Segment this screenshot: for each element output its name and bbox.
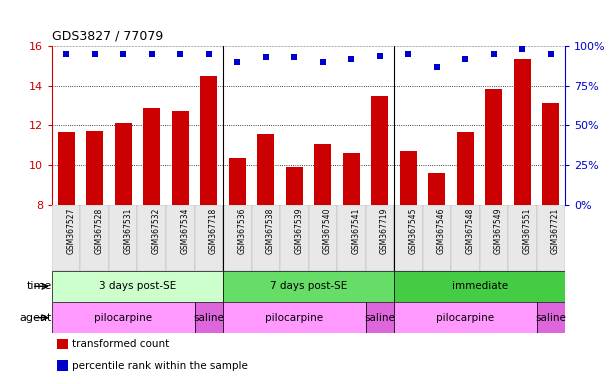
Bar [223, 302, 365, 333]
Bar [343, 153, 360, 205]
Text: immediate: immediate [452, 281, 508, 291]
Text: GSM367539: GSM367539 [295, 208, 303, 254]
Bar [394, 205, 423, 271]
Point [403, 51, 413, 57]
Text: GSM367536: GSM367536 [237, 208, 246, 254]
Bar [172, 111, 189, 205]
Bar [457, 132, 474, 205]
Bar [252, 205, 280, 271]
Bar [81, 205, 109, 271]
Point [318, 59, 327, 65]
Point [90, 51, 100, 57]
Text: GSM367528: GSM367528 [95, 208, 104, 254]
Bar [57, 339, 68, 349]
Bar [314, 144, 331, 205]
Text: GSM367721: GSM367721 [551, 208, 560, 254]
Text: GSM367549: GSM367549 [494, 208, 503, 254]
Text: GSM367527: GSM367527 [66, 208, 75, 254]
Bar [115, 123, 132, 205]
Bar [365, 205, 394, 271]
Bar [57, 132, 75, 205]
Bar [223, 271, 394, 302]
Bar [52, 271, 223, 302]
Bar [365, 302, 394, 333]
Bar [57, 361, 68, 371]
Bar [514, 59, 531, 205]
Text: GSM367551: GSM367551 [522, 208, 532, 254]
Point [175, 51, 185, 57]
Text: pilocarpine: pilocarpine [94, 313, 152, 323]
Bar [485, 89, 502, 205]
Point [346, 56, 356, 62]
Text: GSM367719: GSM367719 [380, 208, 389, 254]
Point [290, 54, 299, 60]
Text: time: time [27, 281, 52, 291]
Bar [400, 151, 417, 205]
Text: saline: saline [364, 313, 395, 323]
Text: agent: agent [20, 313, 52, 323]
Point [261, 54, 271, 60]
Text: GDS3827 / 77079: GDS3827 / 77079 [52, 29, 163, 42]
Text: saline: saline [193, 313, 224, 323]
Bar [423, 205, 451, 271]
Point [489, 51, 499, 57]
Text: GSM367531: GSM367531 [123, 208, 132, 254]
Text: GSM367538: GSM367538 [266, 208, 275, 254]
Point [119, 51, 128, 57]
Text: GSM367545: GSM367545 [408, 208, 417, 254]
Bar [394, 302, 536, 333]
Point [204, 51, 214, 57]
Bar [143, 109, 160, 205]
Bar [543, 103, 560, 205]
Text: GSM367540: GSM367540 [323, 208, 332, 254]
Bar [337, 205, 365, 271]
Bar [223, 205, 252, 271]
Text: GSM367532: GSM367532 [152, 208, 161, 254]
Bar [109, 205, 137, 271]
Text: percentile rank within the sample: percentile rank within the sample [73, 361, 248, 371]
Bar [229, 158, 246, 205]
Bar [309, 205, 337, 271]
Text: 3 days post-SE: 3 days post-SE [99, 281, 176, 291]
Bar [194, 205, 223, 271]
Text: GSM367548: GSM367548 [466, 208, 474, 254]
Text: 7 days post-SE: 7 days post-SE [270, 281, 347, 291]
Bar [200, 76, 218, 205]
Bar [52, 205, 81, 271]
Text: GSM367541: GSM367541 [351, 208, 360, 254]
Bar [86, 131, 103, 205]
Bar [52, 302, 194, 333]
Bar [508, 205, 536, 271]
Text: pilocarpine: pilocarpine [436, 313, 494, 323]
Text: pilocarpine: pilocarpine [265, 313, 323, 323]
Point [61, 51, 71, 57]
Point [518, 46, 527, 52]
Bar [137, 205, 166, 271]
Bar [451, 205, 480, 271]
Bar [194, 302, 223, 333]
Bar [280, 205, 309, 271]
Text: transformed count: transformed count [73, 339, 170, 349]
Bar [394, 271, 565, 302]
Bar [536, 205, 565, 271]
Point [432, 64, 442, 70]
Point [147, 51, 156, 57]
Bar [257, 134, 274, 205]
Point [461, 56, 470, 62]
Text: GSM367718: GSM367718 [209, 208, 218, 254]
Text: GSM367534: GSM367534 [180, 208, 189, 254]
Bar [166, 205, 194, 271]
Bar [428, 173, 445, 205]
Bar [480, 205, 508, 271]
Bar [536, 302, 565, 333]
Text: saline: saline [535, 313, 566, 323]
Bar [371, 96, 389, 205]
Bar [286, 167, 303, 205]
Point [546, 51, 556, 57]
Point [232, 59, 242, 65]
Text: GSM367546: GSM367546 [437, 208, 446, 254]
Point [375, 53, 385, 59]
